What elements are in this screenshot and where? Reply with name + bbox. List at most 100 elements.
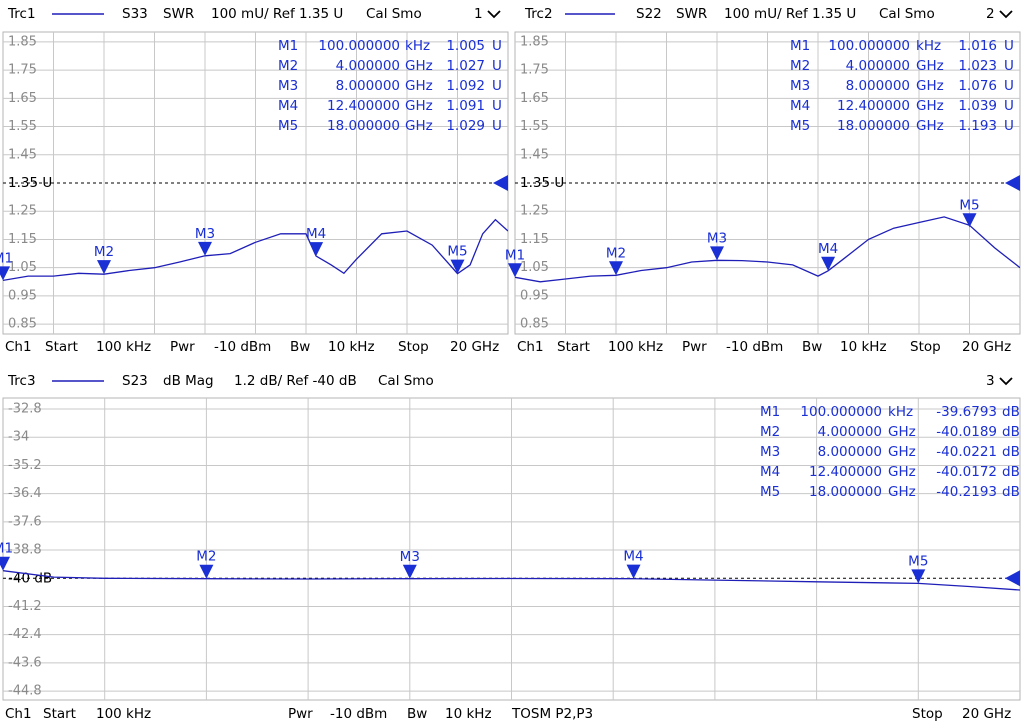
header-trace: Trc3 — [7, 373, 36, 389]
marker-triangle — [402, 564, 417, 579]
footer-label: Start — [45, 339, 78, 355]
header-window: 1 — [474, 6, 483, 22]
marker-table-frequency-unit: GHz — [888, 424, 916, 440]
marker-table-frequency: 4.000000 — [336, 58, 400, 74]
marker-table-frequency-unit: kHz — [916, 38, 941, 54]
footer-label: Bw — [802, 339, 822, 355]
y-tick-label: 0.95 — [520, 288, 549, 303]
y-tick-label: -35.2 — [8, 458, 42, 473]
footer-label: Ch1 — [517, 339, 544, 355]
footer-label: 10 kHz — [840, 339, 887, 355]
window-menu[interactable] — [487, 10, 501, 19]
marker-table-frequency-unit: GHz — [888, 464, 916, 480]
marker-table-value: -39.6793 — [936, 404, 997, 420]
window-menu[interactable] — [999, 10, 1013, 19]
marker-label: M1 — [505, 247, 525, 263]
marker-table-unit: dB — [1002, 464, 1020, 480]
trace-line — [515, 216, 1020, 283]
marker-table-frequency: 4.000000 — [818, 424, 882, 440]
window-menu[interactable] — [999, 377, 1013, 386]
marker-table-unit: U — [492, 58, 502, 74]
marker-table-unit: dB — [1002, 484, 1020, 500]
y-tick-label: 0.85 — [520, 317, 549, 332]
footer-label: Bw — [407, 706, 427, 722]
y-tick-label: -37.6 — [8, 514, 42, 529]
marker-table-name: M4 — [278, 98, 298, 114]
footer-label: Bw — [290, 339, 310, 355]
trace-line — [3, 218, 508, 282]
y-tick-label: 1.45 — [520, 147, 549, 162]
marker-table-frequency-unit: GHz — [405, 78, 433, 94]
reference-arrow — [1005, 175, 1020, 191]
marker-table-frequency-unit: GHz — [888, 444, 916, 460]
marker-table-unit: U — [1004, 38, 1014, 54]
marker-table-value: 1.016 — [958, 38, 997, 54]
y-tick-label: -34 — [8, 430, 29, 445]
y-tick-label: 1.15 — [520, 232, 549, 247]
marker-table-frequency: 8.000000 — [336, 78, 400, 94]
marker-triangle — [608, 261, 623, 276]
marker-label: M2 — [94, 244, 114, 260]
marker-table-frequency: 100.000000 — [800, 404, 882, 420]
marker-triangle — [508, 263, 522, 278]
footer-label: Stop — [910, 339, 941, 355]
footer-label: 100 kHz — [96, 706, 151, 722]
marker-label: M1 — [0, 250, 13, 266]
marker-table-frequency-unit: GHz — [888, 484, 916, 500]
marker-label: M2 — [606, 245, 626, 261]
footer-label: Ch1 — [5, 339, 32, 355]
marker-table-name: M3 — [790, 78, 810, 94]
marker-table-unit: U — [1004, 58, 1014, 74]
reference-arrow — [1005, 570, 1020, 587]
marker-triangle — [626, 564, 641, 579]
marker-table-name: M5 — [278, 118, 298, 134]
marker-table-name: M4 — [760, 464, 780, 480]
header-cal: Cal Smo — [378, 373, 434, 389]
y-tick-label: 1.75 — [8, 63, 37, 78]
header-cal: Cal Smo — [366, 6, 422, 22]
y-tick-label: 1.75 — [520, 63, 549, 78]
marker-table-value: -40.0189 — [936, 424, 997, 440]
header-window: 3 — [986, 373, 995, 389]
marker-table-frequency-unit: GHz — [405, 58, 433, 74]
marker-triangle — [821, 256, 836, 271]
footer-label: Stop — [398, 339, 429, 355]
footer-label: -10 dBm — [726, 339, 783, 355]
marker-label: M4 — [623, 549, 643, 565]
y-tick-label: -44.8 — [8, 684, 42, 699]
marker-table-name: M2 — [760, 424, 780, 440]
y-tick-label: 1.55 — [520, 119, 549, 134]
marker-table-name: M3 — [760, 444, 780, 460]
y-tick-label: 1.25 — [520, 204, 549, 219]
marker-table-frequency: 100.000000 — [318, 38, 400, 54]
marker-label: M5 — [908, 553, 928, 569]
header-trace: Trc2 — [524, 6, 553, 22]
marker-table-frequency-unit: GHz — [405, 98, 433, 114]
marker-table-unit: dB — [1002, 424, 1020, 440]
footer-label: 20 GHz — [450, 339, 499, 355]
marker-label: M2 — [196, 549, 216, 565]
footer-label: 10 kHz — [328, 339, 375, 355]
marker-label: M1 — [0, 541, 13, 557]
marker-table-frequency-unit: GHz — [916, 58, 944, 74]
y-tick-label: 1.55 — [8, 119, 37, 134]
header-scale: 1.2 dB/ Ref -40 dB — [234, 373, 357, 389]
y-tick-label: 1.65 — [8, 91, 37, 106]
marker-table-unit: U — [492, 78, 502, 94]
y-tick-label: 1.85 — [8, 34, 37, 49]
marker-table-frequency: 12.400000 — [837, 98, 910, 114]
header-cal: Cal Smo — [879, 6, 935, 22]
y-tick-label: 1.15 — [8, 232, 37, 247]
marker-triangle — [450, 259, 465, 274]
marker-triangle — [197, 241, 212, 256]
marker-triangle — [0, 556, 10, 571]
footer-label: 20 GHz — [962, 339, 1011, 355]
marker-table-frequency-unit: GHz — [916, 78, 944, 94]
marker-table-value: 1.005 — [446, 38, 485, 54]
header-scale: 100 mU/ Ref 1.35 U — [211, 6, 343, 22]
header-format: dB Mag — [163, 373, 214, 389]
y-tick-label: -36.4 — [8, 486, 42, 501]
marker-table-name: M1 — [278, 38, 298, 54]
marker-table-frequency: 18.000000 — [809, 484, 882, 500]
